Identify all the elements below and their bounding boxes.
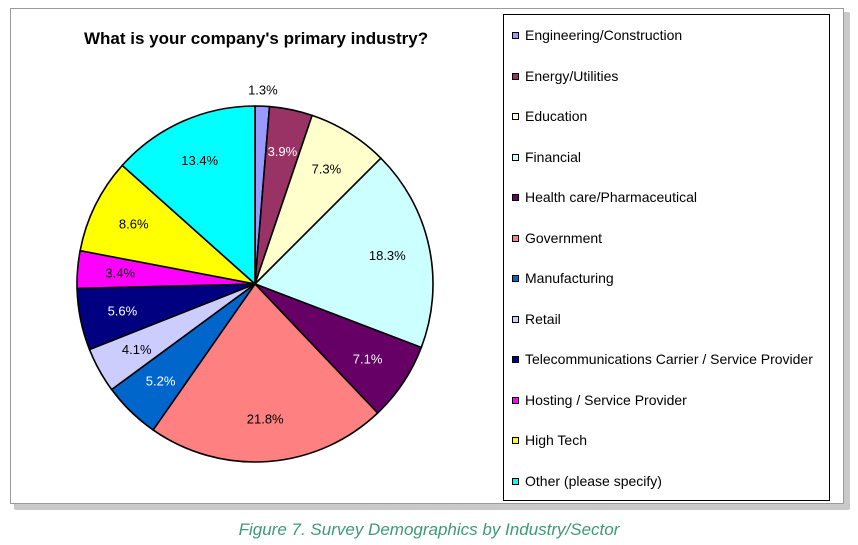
pie-slice-government [152,283,379,463]
legend-swatch [512,194,519,201]
legend-label: Hosting / Service Provider [525,391,687,408]
legend-label: Manufacturing [525,270,614,286]
pie-label-engineering-construction: 1.3% [248,83,278,98]
pie-label-manufacturing: 5.2% [146,373,176,388]
legend-swatch [512,113,519,120]
pie-label-high-tech: 8.6% [119,217,149,232]
legend-swatch [512,32,519,39]
pie-label-government: 21.8% [247,411,284,426]
pie-label-telecommunications-carrier-service-provider: 5.6% [108,304,138,319]
legend-label: Government [525,229,603,246]
legend-swatch [512,153,519,161]
pie-slice-financial [254,157,434,349]
figure-caption: Figure 7. Survey Demographics by Industr… [238,520,620,539]
legend-label: Engineering/Construction [525,27,683,43]
legend-label: Energy/Utilities [525,67,619,84]
legend-swatch [512,437,519,444]
pie-label-energy-utilities: 3.9% [268,144,298,159]
legend-swatch [512,234,519,242]
pie-label-education: 7.3% [312,162,342,177]
pie-label-other-please-specify: 13.4% [181,153,218,168]
legend-swatch [512,275,519,282]
legend-swatch [512,477,519,485]
legend-swatch [512,356,519,363]
pie-label-retail: 4.1% [122,342,152,357]
pie-slice-other-please-specify [121,105,256,285]
legend-swatch [512,315,519,323]
chart-legend: Engineering/Construction Energy/Utilities… [503,14,830,501]
legend-label: Financial [525,148,582,165]
legend-label: Telecommunications Carrier / Service Pro… [525,351,813,367]
legend-label: Other (please specify) [525,472,662,489]
legend-label: High Tech [525,432,588,448]
pie-label-health-care-pharmaceutical: 7.1% [353,352,383,367]
pie-label-financial: 18.3% [369,248,406,263]
pie-label-hosting-service-provider: 3.4% [105,266,135,281]
legend-label: Retail [525,310,561,327]
chart-title: What is your company's primary industry? [84,29,429,48]
legend-label: Education [525,108,588,124]
pie-slice-high-tech [79,164,256,285]
legend-swatch [512,72,519,80]
legend-swatch [512,396,519,404]
legend-label: Health care/Pharmaceutical [525,189,697,205]
